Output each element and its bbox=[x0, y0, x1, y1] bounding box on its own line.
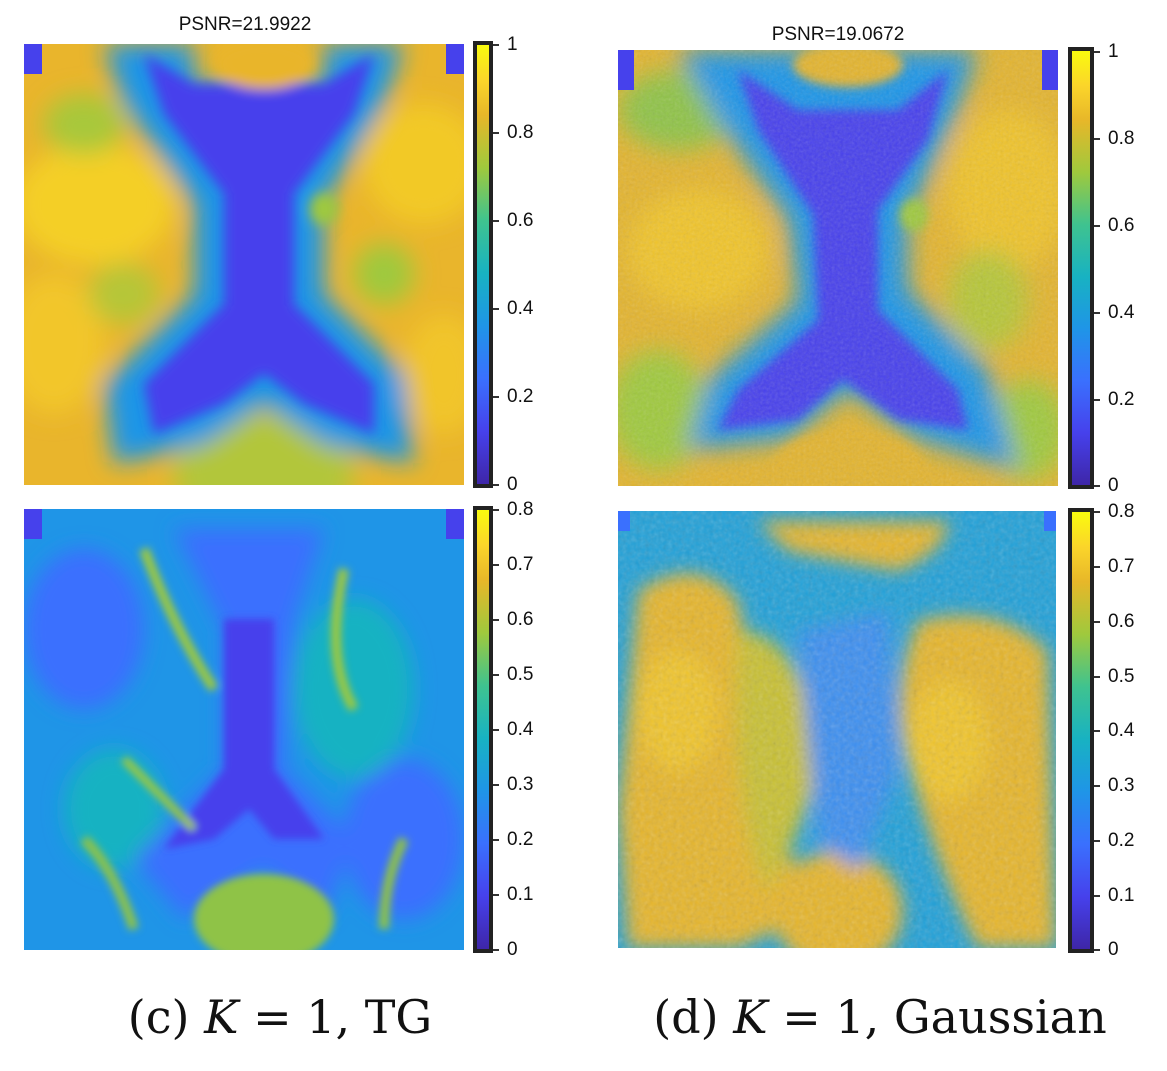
tick-label: 0.5 bbox=[507, 664, 534, 685]
tick-label: 0.6 bbox=[507, 210, 534, 231]
tick-label: 0.5 bbox=[1108, 666, 1135, 687]
panel-title-d: PSNR=19.0672 bbox=[771, 24, 905, 45]
tick-label: 0.7 bbox=[1108, 556, 1135, 577]
tick-label: 0.8 bbox=[1108, 128, 1135, 149]
colorbar-ticks-top-c: 1 0.8 0.6 0.4 0.2 0 bbox=[493, 34, 539, 495]
tick-label: 0.8 bbox=[507, 122, 534, 143]
tick-label: 0.1 bbox=[507, 884, 534, 905]
tick-label: 0.2 bbox=[1108, 830, 1135, 851]
tick-label: 0.1 bbox=[1108, 885, 1135, 906]
tick-label: 0 bbox=[1108, 475, 1119, 496]
tick-label: 0 bbox=[507, 939, 518, 960]
caption-variable: K bbox=[204, 990, 239, 1044]
tick-label: 0.7 bbox=[507, 554, 534, 575]
colorbar-bottom-d bbox=[1068, 508, 1094, 953]
tick-label: 0.6 bbox=[1108, 611, 1135, 632]
tick-label: 0.4 bbox=[1108, 302, 1135, 323]
subfigure-caption-c: (c) K = 1, TG bbox=[40, 990, 520, 1044]
colorbar-ticks-bottom-d: 0.8 0.7 0.6 0.5 0.4 0.3 0.2 0.1 0 bbox=[1094, 501, 1140, 960]
caption-label: (d) bbox=[653, 990, 719, 1044]
tick-label: 0.4 bbox=[507, 719, 534, 740]
colorbar-ticks-bottom-c: 0.8 0.7 0.6 0.5 0.4 0.3 0.2 0.1 0 bbox=[493, 499, 539, 960]
colorbar-top-c bbox=[473, 41, 493, 488]
tick-label: 0.2 bbox=[507, 829, 534, 850]
tick-label: 0.8 bbox=[507, 499, 534, 520]
tick-label: 0 bbox=[1108, 939, 1119, 960]
reconstruction-image-c bbox=[24, 44, 464, 485]
panel-title-c: PSNR=21.9922 bbox=[178, 14, 312, 35]
tick-label: 0.2 bbox=[507, 386, 534, 407]
colorbar-ticks-top-d: 1 0.8 0.6 0.4 0.2 0 bbox=[1094, 41, 1140, 496]
tick-label: 0.6 bbox=[507, 609, 534, 630]
tick-label: 0.8 bbox=[1108, 501, 1135, 522]
caption-text: = 1, Gaussian bbox=[782, 990, 1107, 1044]
tick-label: 0.6 bbox=[1108, 215, 1135, 236]
caption-variable: K bbox=[733, 990, 768, 1044]
tick-label: 0.3 bbox=[507, 774, 534, 795]
error-map-image-d bbox=[618, 511, 1056, 948]
caption-label: (c) bbox=[127, 990, 190, 1044]
colorbar-top-d bbox=[1068, 47, 1094, 489]
tick-label: 1 bbox=[1108, 41, 1119, 62]
error-map-image-c bbox=[24, 509, 464, 950]
tick-label: 0.4 bbox=[507, 298, 534, 319]
tick-label: 0.2 bbox=[1108, 389, 1135, 410]
caption-text: = 1, TG bbox=[253, 990, 433, 1044]
subfigure-caption-d: (d) K = 1, Gaussian bbox=[620, 990, 1140, 1044]
tick-label: 0.3 bbox=[1108, 775, 1135, 796]
tick-label: 0.4 bbox=[1108, 720, 1135, 741]
tick-label: 1 bbox=[507, 34, 518, 55]
reconstruction-image-d bbox=[618, 50, 1058, 486]
tick-label: 0 bbox=[507, 474, 518, 495]
colorbar-bottom-c bbox=[473, 506, 493, 953]
